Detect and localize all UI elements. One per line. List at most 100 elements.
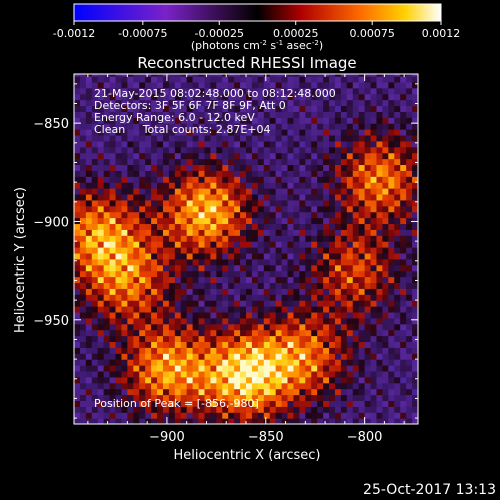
heatmap-cell: [329, 170, 336, 177]
heatmap-cell: [79, 406, 87, 413]
heatmap-cell: [133, 394, 140, 402]
heatmap-cell: [334, 276, 342, 284]
heatmap-cell: [91, 81, 99, 89]
heatmap-cell: [370, 300, 378, 307]
heatmap-cell: [394, 288, 401, 295]
heatmap-cell: [115, 123, 123, 130]
heatmap-cell: [323, 258, 330, 266]
y-tick-label: −850: [33, 117, 69, 132]
heatmap-cell: [192, 335, 200, 343]
heatmap-cell: [103, 370, 111, 378]
heatmap-cell: [287, 294, 295, 301]
heatmap-cell: [352, 329, 360, 337]
heatmap-cell: [109, 347, 117, 354]
heatmap-cell: [121, 247, 128, 254]
heatmap-cell: [317, 205, 324, 213]
heatmap-cell: [376, 258, 384, 266]
heatmap-cell: [246, 388, 253, 396]
heatmap-cell: [127, 188, 134, 195]
heatmap-cell: [323, 199, 330, 207]
heatmap-cell: [127, 311, 134, 319]
heatmap-cell: [79, 252, 87, 260]
heatmap-cell: [216, 418, 223, 424]
heatmap-cell: [145, 134, 152, 142]
heatmap-cell: [358, 241, 366, 248]
heatmap-cell: [174, 87, 182, 95]
heatmap-cell: [91, 335, 99, 343]
heatmap-cell: [370, 164, 378, 171]
heatmap-cell: [358, 188, 366, 195]
heatmap-cell: [204, 400, 212, 407]
heatmap-cell: [97, 317, 105, 325]
heatmap-cell: [323, 276, 330, 284]
heatmap-cell: [109, 388, 117, 396]
heatmap-cell: [275, 329, 283, 337]
heatmap-cell: [186, 247, 194, 254]
heatmap-cell: [275, 359, 283, 366]
heatmap-cell: [127, 134, 134, 142]
heatmap-cell: [91, 382, 99, 390]
heatmap-cell: [240, 276, 247, 284]
heatmap-cell: [394, 341, 401, 348]
heatmap-cell: [162, 247, 170, 254]
heatmap-cell: [275, 247, 283, 254]
heatmap-cell: [85, 117, 93, 124]
heatmap-cell: [382, 176, 389, 183]
heatmap-cell: [388, 241, 395, 248]
heatmap-cell: [222, 164, 229, 171]
heatmap-cell: [121, 211, 128, 219]
heatmap-cell: [257, 199, 265, 207]
heatmap-cell: [103, 87, 111, 95]
heatmap-cell: [204, 412, 212, 419]
heatmap-cell: [299, 217, 306, 225]
heatmap-cell: [412, 317, 418, 325]
heatmap-cell: [168, 217, 176, 225]
heatmap-cell: [121, 182, 128, 189]
heatmap-cell: [281, 217, 289, 225]
heatmap-cell: [91, 188, 99, 195]
heatmap-cell: [317, 341, 324, 348]
heatmap-cell: [305, 258, 312, 266]
heatmap-cell: [121, 418, 128, 424]
heatmap-cell: [281, 306, 289, 313]
heatmap-cell: [358, 311, 366, 319]
heatmap-cell: [370, 335, 378, 343]
heatmap-cell: [364, 188, 372, 195]
heatmap-cell: [406, 341, 413, 348]
heatmap-cell: [299, 306, 306, 313]
heatmap-cell: [323, 365, 330, 372]
heatmap-cell: [299, 347, 306, 354]
heatmap-cell: [269, 300, 277, 307]
heatmap-cell: [127, 146, 134, 154]
heatmap-cell: [329, 370, 336, 378]
heatmap-cell: [109, 74, 117, 77]
heatmap-cell: [216, 294, 223, 301]
heatmap-cell: [358, 365, 366, 372]
heatmap-cell: [364, 205, 372, 213]
heatmap-cell: [198, 418, 206, 424]
heatmap-cell: [198, 223, 206, 230]
heatmap-cell: [346, 164, 354, 171]
heatmap-cell: [323, 241, 330, 248]
heatmap-cell: [204, 382, 212, 390]
heatmap-cell: [157, 74, 164, 77]
heatmap-cell: [85, 270, 93, 278]
heatmap-cell: [222, 205, 229, 213]
heatmap-cell: [198, 400, 206, 407]
heatmap-cell: [263, 347, 271, 354]
heatmap-cell: [240, 74, 247, 77]
heatmap-cell: [317, 182, 324, 189]
heatmap-cell: [257, 388, 265, 396]
heatmap-cell: [234, 317, 241, 325]
heatmap-cell: [305, 353, 312, 360]
heatmap-cell: [192, 341, 200, 348]
heatmap-cell: [74, 270, 81, 278]
heatmap-cell: [127, 388, 134, 396]
heatmap-cell: [281, 152, 289, 160]
heatmap-cell: [412, 117, 418, 124]
heatmap-cell: [263, 81, 271, 89]
heatmap-cell: [133, 365, 140, 372]
heatmap-cell: [394, 188, 401, 195]
heatmap-cell: [186, 117, 194, 124]
heatmap-cell: [334, 74, 342, 77]
